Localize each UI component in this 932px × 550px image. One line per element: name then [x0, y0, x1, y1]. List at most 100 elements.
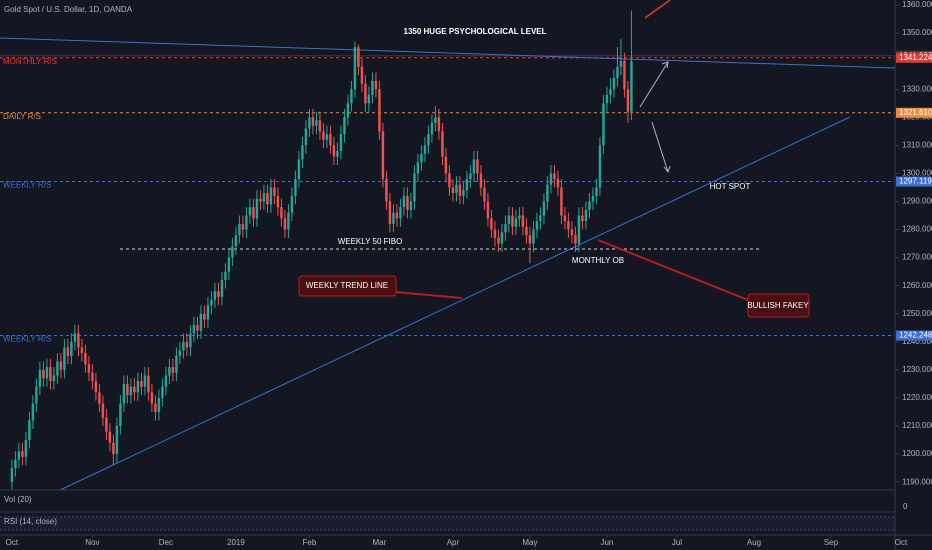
x-tick-label: Mar — [373, 538, 387, 547]
candle-body — [336, 150, 339, 157]
indicator-label: RSI (14, close) — [4, 517, 57, 526]
candle-body — [112, 442, 115, 455]
x-tick-label: Jul — [672, 538, 682, 547]
candle-body — [154, 403, 157, 412]
candle-body — [350, 89, 353, 104]
candle-body — [500, 232, 504, 244]
candle-body — [332, 145, 336, 157]
candle-body — [371, 80, 374, 95]
y-tick-label: 1330.000 — [902, 84, 932, 93]
candle-body — [171, 367, 175, 373]
candle-body — [10, 468, 14, 483]
candle-body — [553, 173, 556, 180]
candle-body — [588, 201, 591, 210]
candle-body — [434, 117, 437, 123]
ascending-trend-line — [59, 116, 851, 491]
candle-body — [126, 383, 129, 396]
arrow — [651, 121, 669, 173]
candle-body — [122, 383, 126, 404]
candle-body — [66, 347, 70, 356]
candle-body — [133, 386, 136, 393]
y-tick-label: 1290.000 — [902, 197, 932, 206]
candle-body — [199, 313, 203, 331]
candle-body — [595, 187, 598, 196]
price-tag — [896, 330, 932, 341]
candle-body — [353, 47, 357, 90]
candle-body — [469, 173, 472, 180]
candle-body — [185, 341, 189, 348]
candle-body — [367, 94, 371, 104]
candle-body — [392, 212, 395, 224]
candle-body — [339, 134, 343, 151]
candle-body — [178, 350, 182, 356]
candle-body — [80, 347, 84, 354]
callout-line — [597, 239, 749, 301]
candle-body — [24, 440, 28, 457]
candle-body — [231, 246, 234, 258]
candle-body — [570, 229, 574, 236]
annotation: WEEKLY 50 FIBO — [338, 237, 403, 246]
candle-body — [287, 212, 290, 230]
y-tick-label: 1240.000 — [902, 337, 932, 346]
candle-body — [399, 207, 402, 219]
candle-body — [479, 173, 483, 188]
candle-body — [52, 375, 56, 382]
candle-body — [164, 375, 168, 387]
candle-body — [182, 341, 185, 351]
candle-body — [262, 193, 266, 202]
candle-body — [297, 159, 301, 180]
candle-body — [346, 103, 350, 118]
candle-body — [227, 257, 231, 272]
candle-body — [161, 386, 164, 398]
x-tick-label: Oct — [6, 538, 19, 547]
x-tick-label: Oct — [895, 538, 908, 547]
arrow — [639, 61, 669, 108]
candle-body — [378, 89, 381, 132]
candle-body — [532, 229, 535, 244]
candle-body — [94, 381, 98, 393]
candle-body — [416, 162, 420, 174]
x-tick-label: Dec — [159, 538, 173, 547]
callout-box — [298, 275, 397, 297]
candle-body — [238, 223, 241, 236]
price-tag-label: 1321.610 — [899, 108, 932, 117]
candle-body — [115, 426, 119, 455]
candle-body — [490, 218, 493, 230]
candle-body — [605, 94, 609, 104]
annotation: 1350 HUGE PSYCHOLOGICAL LEVEL — [404, 27, 547, 36]
candle-body — [388, 201, 392, 224]
candle-body — [483, 187, 486, 202]
candle-body — [360, 66, 364, 84]
candle-body — [14, 459, 17, 469]
candle-body — [535, 221, 539, 230]
price-tag-label: 1341.224 — [899, 53, 932, 62]
candle-body — [504, 223, 507, 233]
candle-body — [210, 299, 213, 306]
candle-body — [294, 179, 297, 196]
candle-body — [472, 159, 476, 174]
candle-body — [539, 215, 542, 222]
candle-body — [196, 324, 199, 331]
annotation: WEEKLY TREND LINE — [306, 281, 388, 290]
candle-body — [549, 173, 553, 185]
y-tick-label: 1190.000 — [902, 477, 932, 486]
candle-body — [38, 369, 42, 387]
candle-body — [437, 117, 441, 132]
y-tick-label: 1210.000 — [902, 421, 932, 430]
candle-body — [364, 83, 367, 104]
candle-body — [413, 173, 416, 202]
candle-body — [612, 78, 616, 90]
candle-body — [311, 117, 315, 126]
price-tag — [896, 176, 932, 187]
candle-body — [493, 229, 497, 238]
candle-body — [602, 103, 605, 146]
candle-body — [486, 201, 490, 219]
x-tick-label: Aug — [747, 538, 761, 547]
candle-body — [150, 392, 154, 404]
candle-body — [322, 131, 325, 140]
candle-body — [521, 215, 525, 227]
y-tick-label: 1200.000 — [902, 449, 932, 458]
candle-body — [455, 184, 458, 194]
candle-body — [525, 226, 528, 236]
